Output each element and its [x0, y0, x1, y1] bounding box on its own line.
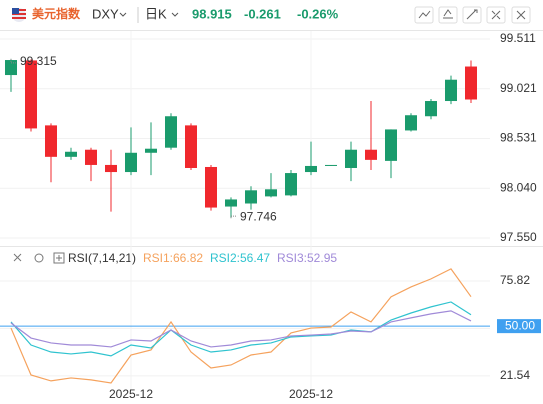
tool-icon: [466, 9, 478, 20]
y-tick-label: 75.82: [500, 273, 530, 287]
rsi-line: [10, 310, 472, 348]
candle-body: [305, 165, 317, 173]
y-tick-label: 21.54: [500, 368, 530, 382]
candle-body: [165, 116, 177, 148]
candle-body: [125, 152, 137, 173]
max-label: 99.315: [20, 54, 57, 68]
flag-icon: [12, 8, 26, 22]
tool-button[interactable]: [462, 6, 482, 24]
tool-button[interactable]: [438, 6, 458, 24]
symbol[interactable]: DXY: [92, 6, 119, 21]
settings-icon[interactable]: [34, 253, 44, 263]
min-label: 97.746: [240, 209, 277, 223]
candle-body: [385, 129, 397, 161]
toolbar: [414, 6, 531, 24]
candle-body: [85, 149, 97, 165]
candle-body: [245, 190, 257, 204]
candle-body: [265, 189, 277, 197]
candle-body: [105, 164, 117, 173]
candle-body: [205, 166, 217, 208]
tool-icon: [443, 9, 453, 19]
candle-body: [345, 149, 357, 168]
candle-body: [25, 60, 37, 129]
change-pct: -0.26%: [297, 6, 339, 21]
rsi-line: [10, 268, 472, 384]
price: 98.915: [192, 6, 232, 21]
legend-entry: RSI1:66.82: [143, 251, 203, 265]
tool-button[interactable]: [511, 6, 531, 24]
tool-button[interactable]: [486, 6, 506, 24]
indicator-tools: [13, 252, 65, 264]
legend-entry: RSI2:56.47: [210, 251, 270, 265]
candle-body: [425, 101, 437, 117]
candle-body: [445, 79, 457, 102]
legend-entry: RSI3:52.95: [277, 251, 337, 265]
y-tick-label: 97.550: [500, 230, 537, 244]
x-tick-label: 2025-12: [289, 387, 333, 401]
level-label: 50.00: [505, 318, 535, 332]
candle-body: [365, 149, 377, 160]
candle-body: [45, 125, 57, 157]
candle-body: [145, 148, 157, 153]
min-pointer: [230, 215, 237, 219]
rsi-line: [10, 301, 472, 357]
y-tick-label: 98.531: [500, 131, 537, 145]
close-icon[interactable]: [13, 253, 22, 262]
candle-body: [405, 115, 417, 131]
max-pointer: [10, 58, 17, 64]
x-tick-label: 2025-12: [109, 387, 153, 401]
y-tick-label: 99.511: [500, 31, 536, 45]
dropdown-arrow[interactable]: [119, 12, 127, 17]
tool-icon: [516, 10, 526, 20]
candle-body: [185, 125, 197, 168]
tool-icon: [491, 10, 501, 20]
collapse-icon[interactable]: [53, 252, 65, 264]
change: -0.261: [244, 6, 281, 21]
dropdown-arrow[interactable]: [171, 12, 179, 17]
candle-body: [65, 151, 77, 157]
candle-body: [285, 173, 297, 196]
candle-body: [5, 60, 17, 76]
instrument-name[interactable]: 美元指数: [32, 6, 81, 21]
tool-button[interactable]: [414, 6, 434, 24]
y-tick-label: 98.040: [500, 180, 537, 194]
indicator-label: RSI(7,14,21): [68, 251, 136, 265]
period[interactable]: 日K: [145, 6, 167, 21]
candle-body: [465, 66, 477, 100]
candle-body: [325, 164, 337, 166]
y-tick-label: 99.021: [500, 81, 537, 95]
level-label-box: [497, 319, 541, 334]
candle-body: [225, 199, 237, 207]
tool-icon: [418, 10, 431, 19]
